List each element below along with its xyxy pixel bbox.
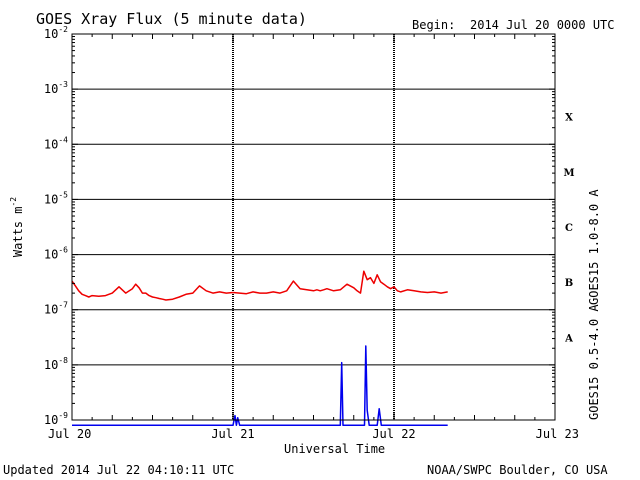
flare-class-label: B bbox=[565, 278, 573, 289]
tick-layer bbox=[71, 33, 556, 421]
y-tick-mantissa: 10 bbox=[44, 358, 58, 372]
credit-text: NOAA/SWPC Boulder, CO USA bbox=[427, 463, 608, 477]
y-axis-label-exponent: -2 bbox=[9, 197, 18, 207]
y-tick-exponent: -3 bbox=[58, 80, 68, 89]
series-layer bbox=[71, 270, 448, 427]
long-channel-legend-group: GOES15 1.0-8.0 A bbox=[587, 189, 601, 305]
updated-timestamp: Updated 2014 Jul 22 04:10:11 UTC bbox=[3, 463, 234, 477]
y-tick-exponent: -2 bbox=[58, 25, 68, 34]
y-tick-label: 10-6 bbox=[44, 246, 68, 262]
x-tick-label: Jul 23 bbox=[536, 427, 579, 441]
x-tick-label: Jul 22 bbox=[372, 427, 415, 441]
begin-label: Begin: bbox=[412, 18, 455, 32]
short-channel-legend-group: GOES15 0.5-4.0 A bbox=[587, 304, 601, 420]
legend-short-channel: GOES15 0.5-4.0 A bbox=[587, 304, 601, 420]
y-tick-exponent: -6 bbox=[58, 246, 68, 255]
flare-class-label: C bbox=[565, 223, 573, 234]
y-tick-mantissa: 10 bbox=[44, 137, 58, 151]
y-tick-label: 10-5 bbox=[44, 190, 68, 206]
y-tick-exponent: -9 bbox=[58, 411, 68, 420]
y-tick-exponent: -7 bbox=[58, 301, 68, 310]
series-line-long-channel bbox=[71, 270, 448, 301]
y-tick-label: 10-9 bbox=[44, 411, 68, 427]
y-tick-label: 10-2 bbox=[44, 25, 68, 41]
flare-class-label: A bbox=[564, 333, 573, 344]
flare-class-labels: X M C B A bbox=[563, 113, 574, 345]
x-tick-labels: Jul 20 Jul 21 Jul 22 Jul 23 bbox=[48, 427, 579, 441]
y-tick-exponent: -5 bbox=[58, 190, 68, 199]
flare-class-label: X bbox=[565, 113, 573, 124]
y-tick-mantissa: 10 bbox=[44, 248, 58, 262]
legend-long-channel: GOES15 1.0-8.0 A bbox=[587, 189, 601, 305]
y-axis-label-text: Watts m bbox=[11, 207, 25, 258]
grid-layer bbox=[72, 34, 555, 420]
chart-title: GOES Xray Flux (5 minute data) bbox=[36, 10, 307, 28]
y-tick-mantissa: 10 bbox=[44, 192, 58, 206]
begin-value: 2014 Jul 20 0000 UTC bbox=[470, 18, 615, 32]
y-tick-label: 10-7 bbox=[44, 301, 68, 317]
y-axis-label: Watts m-2 bbox=[9, 197, 25, 257]
series-line-short-channel bbox=[72, 345, 448, 427]
y-tick-exponent: -4 bbox=[58, 135, 68, 144]
y-tick-mantissa: 10 bbox=[44, 303, 58, 317]
x-tick-label: Jul 20 bbox=[48, 427, 91, 441]
y-tick-mantissa: 10 bbox=[44, 413, 58, 427]
y-tick-exponent: -8 bbox=[58, 356, 68, 365]
y-tick-label: 10-3 bbox=[44, 80, 68, 96]
x-axis-label: Universal Time bbox=[284, 442, 385, 456]
y-tick-label: 10-8 bbox=[44, 356, 68, 372]
y-tick-mantissa: 10 bbox=[44, 82, 58, 96]
x-tick-label: Jul 21 bbox=[211, 427, 254, 441]
flare-class-label: M bbox=[563, 168, 574, 179]
y-axis-label-group: Watts m-2 bbox=[9, 197, 25, 257]
y-tick-labels: 10-210-310-410-510-610-710-810-9 bbox=[44, 25, 68, 427]
y-tick-label: 10-4 bbox=[44, 135, 68, 151]
y-tick-mantissa: 10 bbox=[44, 27, 58, 41]
